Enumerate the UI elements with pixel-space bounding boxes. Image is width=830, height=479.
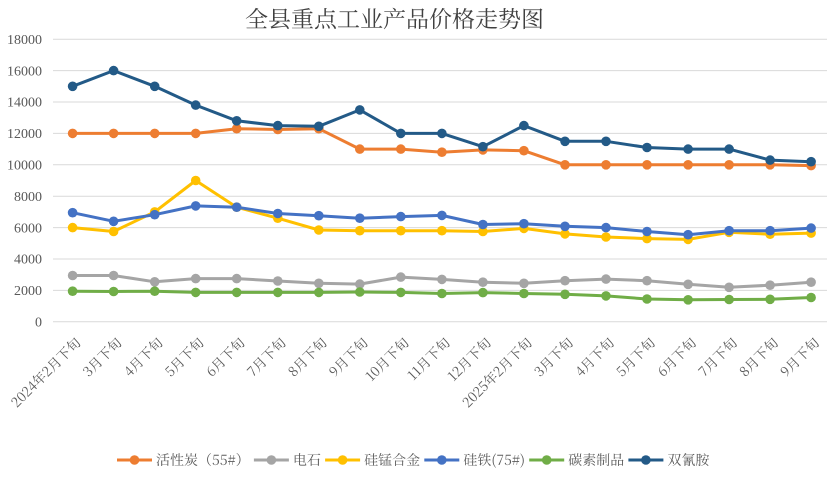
svg-text:12000: 12000 [7,127,42,142]
svg-text:10000: 10000 [7,159,42,174]
svg-text:18000: 18000 [7,33,42,48]
svg-text:2000: 2000 [14,284,42,299]
svg-text:8000: 8000 [14,190,42,205]
svg-text:14000: 14000 [7,96,42,111]
svg-text:16000: 16000 [7,64,42,79]
svg-text:6000: 6000 [14,221,42,236]
svg-text:0: 0 [35,316,42,331]
svg-text:4000: 4000 [14,253,42,268]
